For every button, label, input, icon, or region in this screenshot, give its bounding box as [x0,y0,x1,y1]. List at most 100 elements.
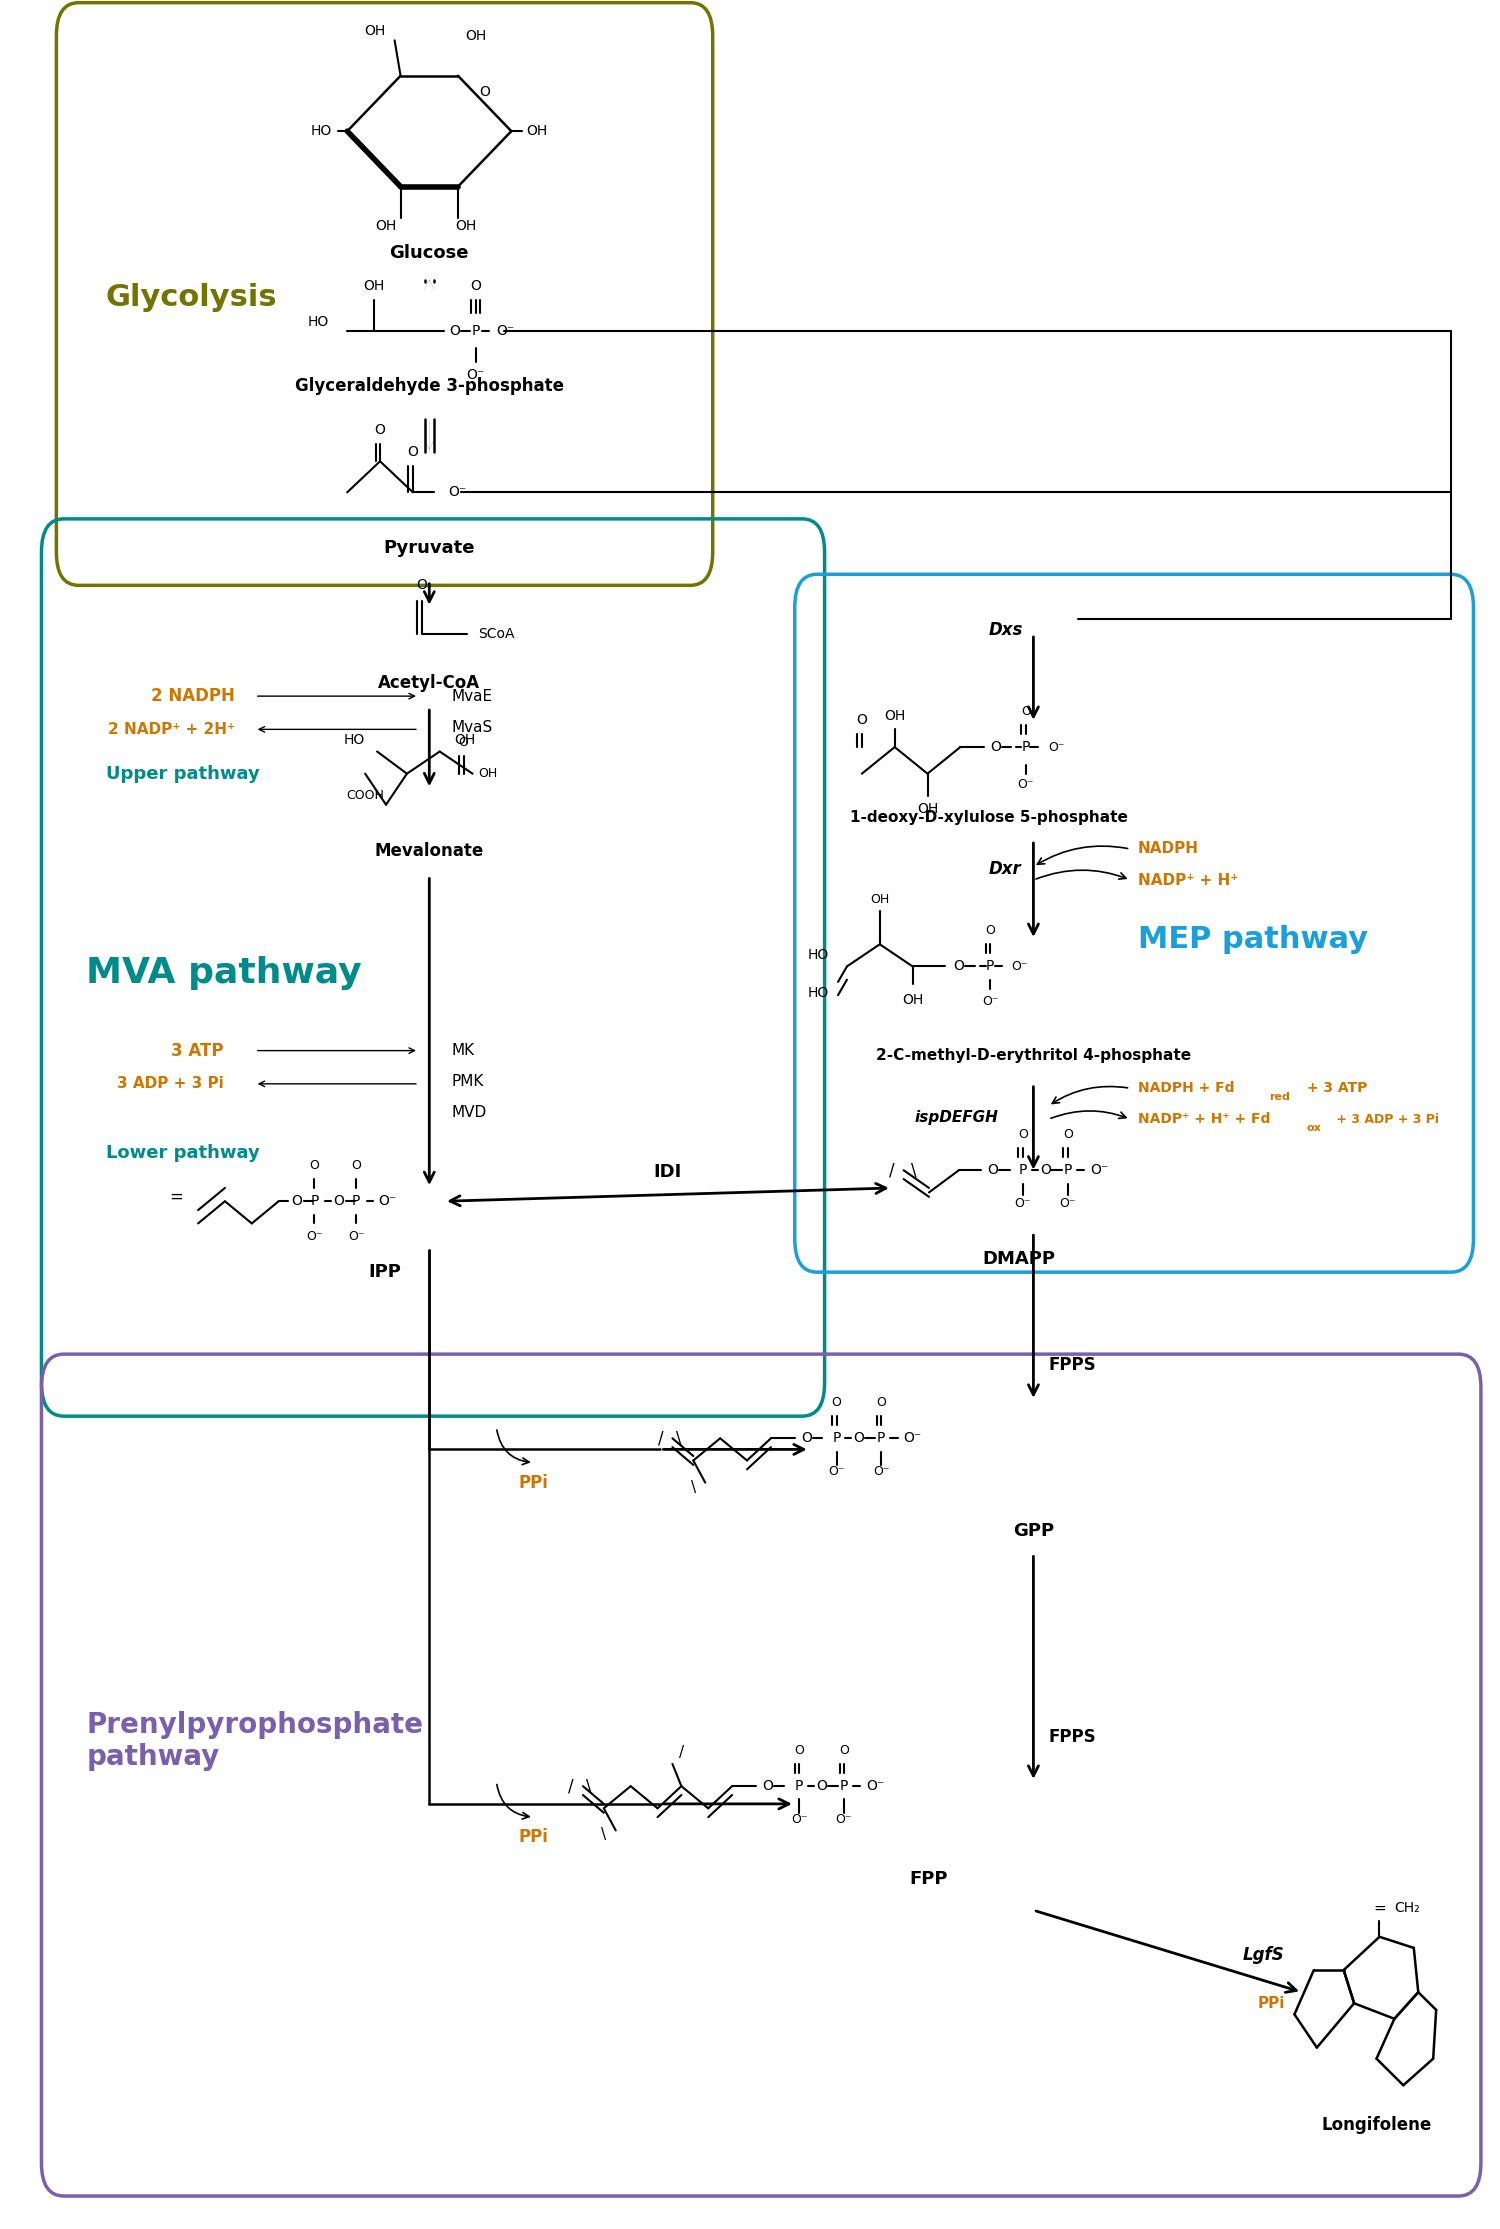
Text: P: P [1022,740,1031,753]
Text: /: / [657,1429,663,1447]
Text: O: O [816,1779,827,1792]
Text: O⁻: O⁻ [828,1464,844,1478]
Text: OH: OH [870,894,889,907]
Text: /: / [568,1777,574,1794]
Text: O: O [762,1779,774,1792]
Text: 3 ATP: 3 ATP [171,1041,224,1059]
Text: O: O [351,1159,361,1172]
Text: O⁻: O⁻ [873,1464,889,1478]
Text: OH: OH [454,218,476,234]
Text: P: P [840,1779,848,1792]
Text: O: O [987,1164,999,1177]
Text: red: red [1269,1092,1290,1101]
Text: O⁻: O⁻ [903,1431,922,1444]
Text: MK: MK [452,1043,476,1059]
Text: P: P [833,1431,840,1444]
Text: O⁻: O⁻ [1011,961,1028,972]
Text: Longifolene: Longifolene [1322,2115,1431,2133]
Text: O⁻: O⁻ [836,1812,852,1826]
Text: OH: OH [526,125,548,138]
Text: O⁻: O⁻ [1014,1197,1031,1210]
Text: =: = [1372,1901,1386,1915]
Text: 3 ADP + 3 Pi: 3 ADP + 3 Pi [117,1077,224,1092]
Text: 1-deoxy-D-xylulose 5-phosphate: 1-deoxy-D-xylulose 5-phosphate [849,811,1128,825]
Text: O⁻: O⁻ [867,1779,885,1792]
Text: O⁻: O⁻ [306,1230,322,1244]
Text: O: O [470,279,482,294]
Text: P: P [352,1195,360,1208]
Text: O: O [986,925,994,938]
Text: NADP⁺ + H⁺ + Fd: NADP⁺ + H⁺ + Fd [1138,1112,1270,1126]
Text: O⁻: O⁻ [378,1195,398,1208]
Text: O⁻: O⁻ [448,486,466,499]
Text: Upper pathway: Upper pathway [105,765,260,782]
Text: O⁻: O⁻ [1048,740,1065,753]
Text: HO: HO [808,985,830,1001]
Text: MEP pathway: MEP pathway [1138,925,1368,954]
Text: OH: OH [902,992,922,1008]
Text: =: = [170,1188,183,1206]
Text: Glucose: Glucose [390,243,470,263]
Text: P: P [310,1195,318,1208]
Text: /: / [890,1161,894,1179]
Text: 2 NADPH: 2 NADPH [152,687,236,704]
Text: O⁻: O⁻ [1059,1197,1076,1210]
Text: \: \ [675,1429,681,1447]
Text: P: P [795,1779,804,1792]
Text: O: O [1040,1164,1052,1177]
Text: O⁻: O⁻ [1017,778,1034,791]
Text: MvaE: MvaE [452,689,494,704]
Text: O: O [795,1745,804,1756]
Text: P: P [986,958,994,974]
Text: O: O [417,577,428,593]
Text: IPP: IPP [368,1264,400,1282]
Text: PPi: PPi [1257,1995,1284,2011]
Text: OH: OH [916,802,938,816]
Text: O: O [408,446,419,459]
Text: Glycolysis: Glycolysis [105,283,278,312]
Text: O: O [375,424,386,437]
Text: PMK: PMK [452,1074,484,1090]
Text: \: \ [586,1777,591,1794]
Text: MvaS: MvaS [452,720,494,736]
Text: OH: OH [363,279,384,294]
Text: Mevalonate: Mevalonate [375,843,484,860]
Text: P: P [878,1431,885,1444]
Text: P: P [1064,1164,1072,1177]
Text: HO: HO [344,733,364,747]
Text: PPi: PPi [519,1828,549,1846]
Text: O: O [478,85,490,100]
Text: NADPH: NADPH [1138,843,1198,856]
Text: \: \ [912,1161,916,1179]
Text: Dxr: Dxr [988,860,1022,878]
Text: OH: OH [375,218,396,234]
Text: O: O [1022,704,1031,718]
Text: PPi: PPi [519,1473,549,1491]
Text: P: P [1019,1164,1028,1177]
Text: O: O [856,713,867,727]
Text: OH: OH [364,25,386,38]
Text: \: \ [692,1480,696,1496]
Text: OH: OH [478,767,498,780]
Text: Dxs: Dxs [988,620,1023,640]
Text: P: P [471,323,480,337]
Text: O: O [853,1431,864,1444]
Text: HO: HO [308,314,330,328]
Text: O: O [459,736,468,749]
Text: IDI: IDI [654,1164,682,1181]
Text: O: O [309,1159,320,1172]
Text: O: O [954,958,964,974]
Text: O: O [831,1395,842,1409]
Text: FPPS: FPPS [1048,1727,1096,1745]
Text: Lower pathway: Lower pathway [105,1143,260,1161]
Text: Glyceraldehyde 3-phosphate: Glyceraldehyde 3-phosphate [296,377,564,395]
Text: /: / [680,1745,684,1761]
Text: DMAPP: DMAPP [982,1250,1054,1268]
Text: MVA pathway: MVA pathway [86,956,362,990]
Text: \: \ [602,1828,606,1843]
Text: LgfS: LgfS [1242,1946,1284,1964]
Text: O⁻: O⁻ [982,996,999,1008]
Text: O: O [448,323,460,337]
Text: O⁻: O⁻ [790,1812,807,1826]
Text: + 3 ADP + 3 Pi: + 3 ADP + 3 Pi [1332,1112,1438,1126]
